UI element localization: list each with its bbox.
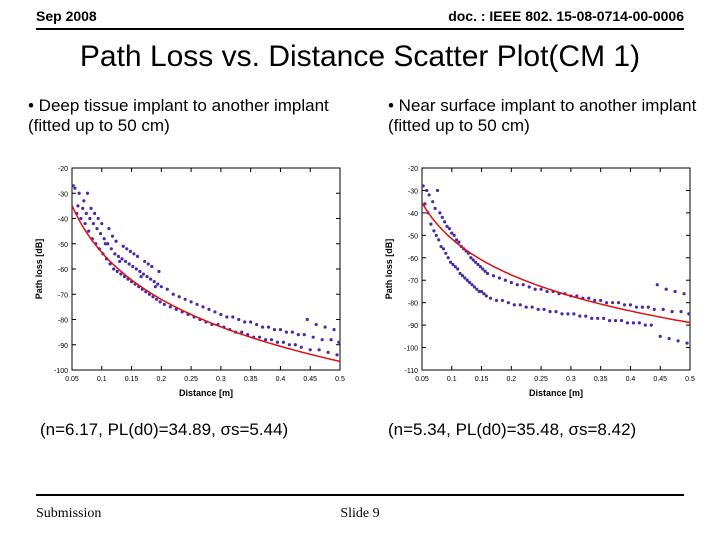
svg-text:0.45: 0.45 bbox=[303, 376, 317, 383]
slide-number: Slide 9 bbox=[0, 506, 720, 522]
svg-text:-90: -90 bbox=[58, 343, 68, 350]
svg-text:0.35: 0.35 bbox=[244, 376, 258, 383]
svg-text:0.1: 0.1 bbox=[447, 376, 457, 383]
svg-text:0.35: 0.35 bbox=[594, 376, 608, 383]
svg-text:0.15: 0.15 bbox=[475, 376, 489, 383]
svg-text:-60: -60 bbox=[408, 256, 418, 263]
svg-text:0.5: 0.5 bbox=[335, 376, 345, 383]
footer-rule bbox=[36, 494, 684, 496]
left-chart: 0.05 0.1 0.15 0.2 0.25 0.3 0.35 0.4 0.45 0.5 -100 -… bbox=[30, 160, 350, 400]
svg-text:0.15: 0.15 bbox=[125, 376, 139, 383]
svg-text:0.1: 0.1 bbox=[97, 376, 107, 383]
svg-text:-80: -80 bbox=[408, 301, 418, 308]
svg-text:0.4: 0.4 bbox=[626, 376, 636, 383]
svg-text:-60: -60 bbox=[58, 267, 68, 274]
svg-text:-110: -110 bbox=[405, 368, 419, 375]
svg-text:-30: -30 bbox=[58, 191, 68, 198]
svg-text:0.3: 0.3 bbox=[566, 376, 576, 383]
svg-text:0.25: 0.25 bbox=[184, 376, 198, 383]
svg-text:-70: -70 bbox=[58, 292, 68, 299]
svg-text:-20: -20 bbox=[408, 166, 418, 173]
page-title: Path Loss vs. Distance Scatter Plot(CM 1… bbox=[0, 40, 720, 74]
svg-text:-20: -20 bbox=[58, 166, 68, 173]
svg-text:-100: -100 bbox=[54, 368, 68, 375]
svg-text:-70: -70 bbox=[408, 278, 418, 285]
svg-text:-80: -80 bbox=[58, 318, 68, 325]
svg-text:0.2: 0.2 bbox=[156, 376, 166, 383]
svg-text:-50: -50 bbox=[408, 233, 418, 240]
svg-text:-50: -50 bbox=[58, 242, 68, 249]
svg-text:-30: -30 bbox=[408, 188, 418, 195]
svg-text:0.4: 0.4 bbox=[276, 376, 286, 383]
svg-text:Path loss [dB]: Path loss [dB] bbox=[384, 239, 394, 300]
svg-text:0.5: 0.5 bbox=[685, 376, 695, 383]
header-rule bbox=[36, 28, 684, 30]
left-bullet: • Deep tissue implant to another implant… bbox=[28, 96, 358, 136]
right-caption: (n=5.34, PL(d0)=35.48, σs=8.42) bbox=[388, 420, 636, 440]
svg-text:0.3: 0.3 bbox=[216, 376, 226, 383]
svg-text:Distance [m]: Distance [m] bbox=[179, 388, 233, 398]
right-chart: 0.05 0.1 0.15 0.2 0.25 0.3 0.35 0.4 0.45 0.5 -110 -… bbox=[380, 160, 700, 400]
svg-text:Path loss [dB]: Path loss [dB] bbox=[34, 239, 44, 300]
svg-text:0.05: 0.05 bbox=[415, 376, 429, 383]
left-caption: (n=6.17, PL(d0)=34.89, σs=5.44) bbox=[40, 420, 288, 440]
header-date: Sep 2008 bbox=[36, 8, 97, 24]
right-bullet: • Near surface implant to another implan… bbox=[388, 96, 708, 136]
svg-text:-40: -40 bbox=[58, 217, 68, 224]
svg-text:-90: -90 bbox=[408, 323, 418, 330]
svg-text:-40: -40 bbox=[408, 211, 418, 218]
svg-text:0.25: 0.25 bbox=[534, 376, 548, 383]
svg-text:-100: -100 bbox=[404, 346, 418, 353]
header-doc: doc. : IEEE 802. 15-08-0714-00-0006 bbox=[448, 8, 684, 24]
svg-text:0.2: 0.2 bbox=[506, 376, 516, 383]
svg-text:0.05: 0.05 bbox=[65, 376, 79, 383]
svg-text:Distance [m]: Distance [m] bbox=[529, 388, 583, 398]
header: Sep 2008 doc. : IEEE 802. 15-08-0714-00-… bbox=[36, 8, 684, 24]
svg-text:0.45: 0.45 bbox=[653, 376, 667, 383]
slide: Sep 2008 doc. : IEEE 802. 15-08-0714-00-… bbox=[0, 0, 720, 540]
